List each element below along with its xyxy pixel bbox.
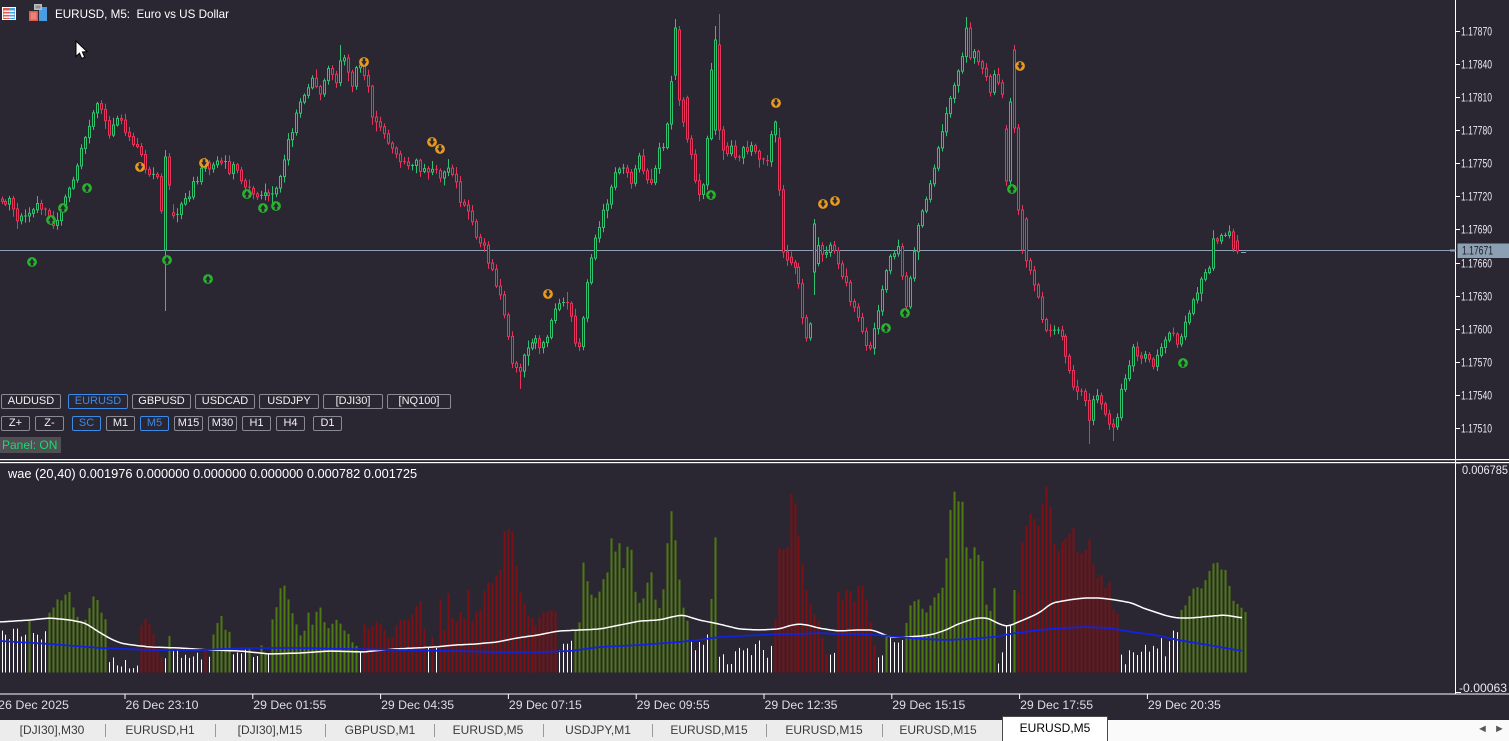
svg-text:0.006785: 0.006785 xyxy=(1462,463,1508,477)
svg-text:29 Dec 20:35: 29 Dec 20:35 xyxy=(1148,698,1221,712)
svg-text:1.17870: 1.17870 xyxy=(1461,25,1492,39)
svg-text:1.17630: 1.17630 xyxy=(1461,290,1492,304)
svg-text:29 Dec 15:15: 29 Dec 15:15 xyxy=(892,698,965,712)
svg-text:1.17780: 1.17780 xyxy=(1461,124,1492,138)
svg-text:29 Dec 09:55: 29 Dec 09:55 xyxy=(637,698,710,712)
svg-text:1.17671: 1.17671 xyxy=(1462,244,1493,258)
svg-text:1.17540: 1.17540 xyxy=(1461,389,1492,403)
svg-text:1.17570: 1.17570 xyxy=(1461,356,1492,370)
svg-text:1.17690: 1.17690 xyxy=(1461,223,1492,237)
svg-text:29 Dec 17:55: 29 Dec 17:55 xyxy=(1020,698,1093,712)
svg-text:29 Dec 07:15: 29 Dec 07:15 xyxy=(509,698,582,712)
svg-text:1.17810: 1.17810 xyxy=(1461,91,1492,105)
svg-text:29 Dec 01:55: 29 Dec 01:55 xyxy=(253,698,326,712)
svg-text:1.17720: 1.17720 xyxy=(1461,190,1492,204)
svg-text:1.17750: 1.17750 xyxy=(1461,157,1492,171)
svg-text:29 Dec 04:35: 29 Dec 04:35 xyxy=(381,698,454,712)
svg-text:1.17510: 1.17510 xyxy=(1461,422,1492,436)
svg-text:26 Dec 23:10: 26 Dec 23:10 xyxy=(126,698,199,712)
svg-text:1.17600: 1.17600 xyxy=(1461,323,1492,337)
svg-text:26 Dec 2025: 26 Dec 2025 xyxy=(0,698,69,712)
svg-text:1.17840: 1.17840 xyxy=(1461,58,1492,72)
svg-text:29 Dec 12:35: 29 Dec 12:35 xyxy=(765,698,838,712)
svg-text:-0.00063: -0.00063 xyxy=(1459,681,1507,695)
svg-text:1.17660: 1.17660 xyxy=(1461,257,1492,271)
